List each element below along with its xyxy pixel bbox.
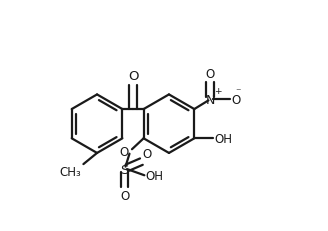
- Text: O: O: [120, 190, 129, 203]
- Text: O: O: [206, 67, 215, 80]
- Text: O: O: [119, 146, 129, 158]
- Text: OH: OH: [145, 169, 163, 182]
- Text: OH: OH: [214, 132, 232, 145]
- Text: O: O: [231, 93, 240, 106]
- Text: CH₃: CH₃: [60, 166, 81, 179]
- Text: +: +: [215, 87, 222, 96]
- Text: S: S: [120, 163, 129, 176]
- Text: ⁻: ⁻: [235, 87, 241, 97]
- Text: N: N: [206, 93, 215, 106]
- Text: O: O: [128, 70, 138, 83]
- Text: O: O: [143, 148, 152, 161]
